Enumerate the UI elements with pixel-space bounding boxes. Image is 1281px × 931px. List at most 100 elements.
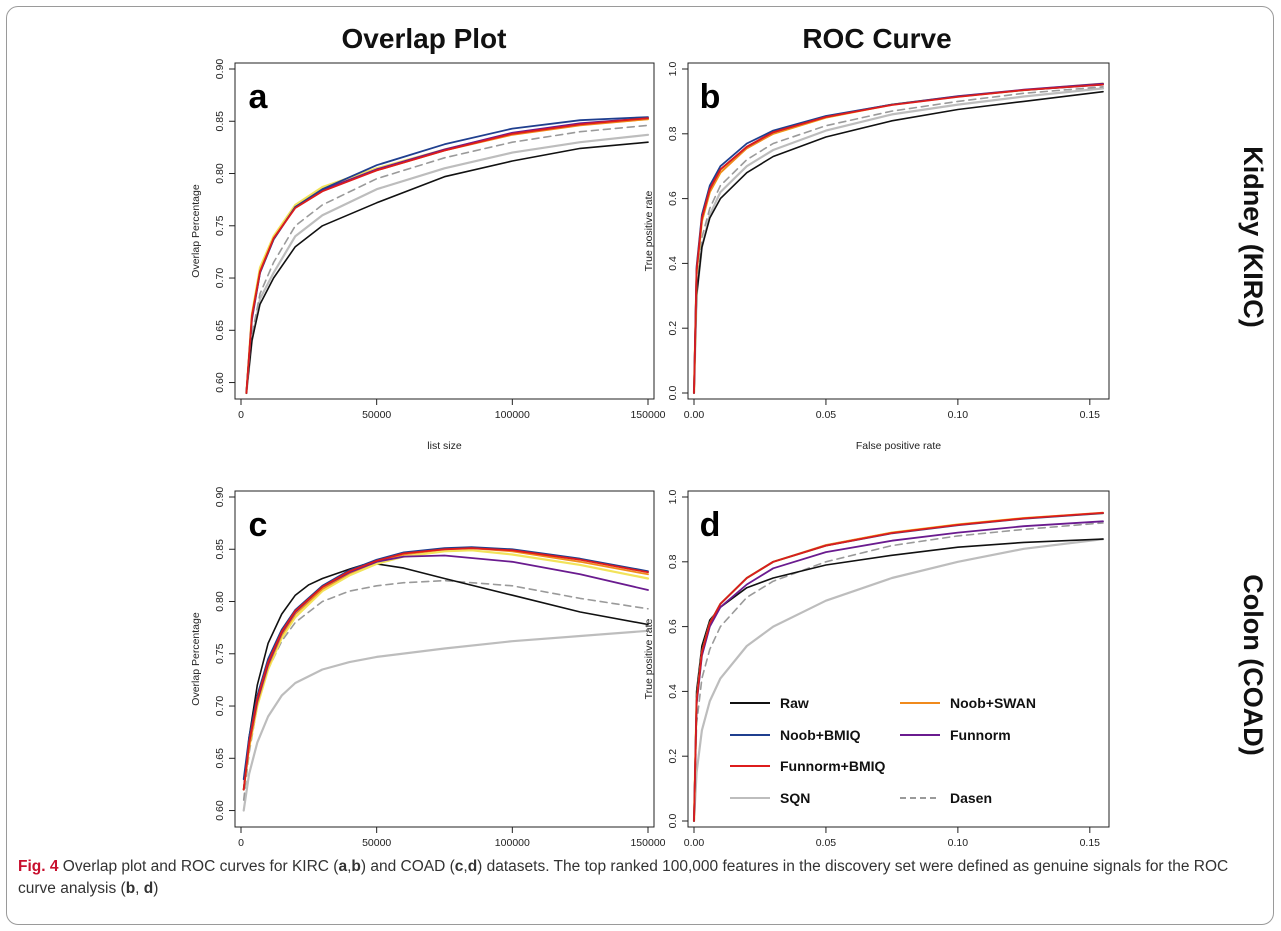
caption-ref: c: [454, 858, 464, 875]
legend-item-raw: Raw: [730, 695, 809, 711]
y-tick-label: 0.65: [214, 320, 226, 341]
series-line-sqn: [692, 537, 1105, 823]
x-tick-label: 0.10: [948, 837, 969, 849]
y-tick-label: 0.80: [214, 591, 226, 612]
x-tick-label: 0.00: [684, 837, 705, 849]
series-line-dasen: [245, 124, 649, 394]
y-tick-label: 0.90: [214, 487, 226, 508]
x-tick-label: 50000: [362, 409, 391, 421]
series-line-dasen: [693, 522, 1104, 822]
y-axis-label: Overlap Percentage: [190, 612, 202, 706]
y-tick-label: 0.75: [214, 215, 226, 236]
x-tick-label: 0.15: [1080, 837, 1101, 849]
series-line-funnorm: [245, 117, 649, 394]
legend-item-funnorm-bmiq: Funnorm+BMIQ: [730, 758, 885, 774]
y-tick-label: 0.70: [214, 696, 226, 717]
caption-text: ) and COAD (: [360, 858, 455, 875]
y-tick-label: 1.0: [667, 490, 679, 505]
series-line-yellow: [692, 512, 1105, 823]
caption-text: ): [153, 880, 159, 897]
series-group: [692, 82, 1105, 395]
caption-text: ,: [463, 858, 468, 875]
y-axis-label: True positive rate: [643, 190, 655, 271]
legend-item-dasen: Dasen: [900, 790, 992, 806]
x-axis-label: list size: [427, 440, 462, 452]
y-tick-label: 0.65: [214, 748, 226, 769]
y-tick-label: 0.2: [667, 749, 679, 764]
plot-frame: [234, 62, 655, 400]
y-tick-label: 0.85: [214, 539, 226, 560]
panels: 0 50000 100000 1500000.600.650.700.750.800.…: [190, 59, 1110, 849]
x-tick-label: 0.00: [684, 409, 705, 421]
series-line-yellow: [692, 82, 1105, 395]
y-tick-label: 0.4: [667, 684, 679, 699]
series-line-sqn: [692, 87, 1105, 395]
y-tick-label: 0.8: [667, 554, 679, 569]
series-line-noob-bmiq: [245, 116, 649, 394]
x-tick-label: 50000: [362, 837, 391, 849]
x-tick-label: 0.05: [816, 837, 837, 849]
plot-frame: [687, 62, 1110, 400]
legend-label-dasen: Dasen: [950, 790, 992, 806]
y-tick-label: 0.0: [667, 386, 679, 401]
series-line-noob-bmiq: [242, 546, 649, 781]
series-group: [245, 116, 650, 395]
series-line-noob-swan: [693, 83, 1104, 394]
series-line-yellow: [245, 118, 650, 395]
x-tick-label: 150000: [630, 837, 665, 849]
caption-figure-label: Fig. 4: [18, 858, 59, 875]
y-axis-label: True positive rate: [643, 618, 655, 699]
series-line-noob-swan: [245, 118, 649, 394]
panel-letter-b: b: [700, 78, 721, 116]
series-line-noob-bmiq: [693, 83, 1104, 394]
y-tick-label: 1.0: [667, 62, 679, 77]
column-title-roc: ROC Curve: [802, 23, 951, 54]
series-line-funnorm-bmiq: [242, 547, 649, 791]
legend-label-noob-swan: Noob+SWAN: [950, 695, 1036, 711]
y-tick-label: 0.70: [214, 268, 226, 289]
x-tick-label: 0.15: [1080, 409, 1101, 421]
caption-text: ) datasets. The top ranked 100,000 featu…: [18, 858, 1229, 897]
series-line-dasen: [693, 86, 1104, 394]
legend-label-raw: Raw: [780, 695, 809, 711]
y-tick-label: 0.6: [667, 191, 679, 206]
y-tick-label: 0.80: [214, 163, 226, 184]
panel-letter-c: c: [249, 506, 268, 544]
x-tick-label: 0.10: [948, 409, 969, 421]
y-tick-label: 0.0: [667, 814, 679, 829]
series-line-raw: [242, 563, 649, 791]
series-line-sqn: [242, 629, 650, 812]
column-title-overlap: Overlap Plot: [342, 23, 507, 54]
plot-frame: [234, 490, 655, 828]
caption-text: ,: [347, 858, 352, 875]
y-tick-label: 0.60: [214, 372, 226, 393]
legend-item-sqn: SQN: [730, 790, 810, 806]
panel-b: 0.00 0.05 0.10 0.15 0.0 0.2 0.4 0.6 0.8 1.0 False …: [643, 62, 1110, 452]
series-line-funnorm: [693, 520, 1104, 822]
caption-ref: b: [125, 880, 136, 897]
panel-letter-a: a: [249, 78, 269, 116]
series-line-raw: [245, 141, 649, 394]
y-tick-label: 0.4: [667, 256, 679, 271]
plot-frame: [687, 490, 1110, 828]
legend: Raw Noob+SWAN Noob+BMIQ Funnorm Funnorm+BMIQ…: [730, 695, 1036, 806]
y-tick-label: 0.90: [214, 59, 226, 80]
panel-d: 0.000.050.100.150.00.20.40.60.81.0False …: [643, 490, 1110, 849]
series-line-raw: [693, 538, 1104, 822]
x-axis-label: False positive rate: [856, 440, 941, 452]
y-tick-label: 0.8: [667, 126, 679, 141]
panel-a: 0 50000 100000 150000 0.60 0.65 0.70 0.75 0.80 0.…: [190, 59, 666, 452]
y-tick-label: 0.60: [214, 800, 226, 821]
series-line-yellow: [242, 549, 650, 791]
legend-item-funnorm: Funnorm: [900, 727, 1011, 743]
caption-text: Overlap plot and ROC curves for KIRC (: [58, 858, 339, 875]
x-tick-label: 100000: [495, 837, 530, 849]
legend-label-funnorm-bmiq: Funnorm+BMIQ: [780, 758, 885, 774]
series-line-noob-bmiq: [693, 512, 1104, 822]
y-tick-label: 0.75: [214, 643, 226, 664]
figure-caption: Fig. 4 Overlap plot and ROC curves for K…: [18, 856, 1263, 900]
y-axis-label: Overlap Percentage: [190, 184, 202, 278]
y-tick-label: 0.6: [667, 619, 679, 634]
legend-item-noob-swan: Noob+SWAN: [900, 695, 1036, 711]
caption-ref: d: [143, 880, 154, 897]
